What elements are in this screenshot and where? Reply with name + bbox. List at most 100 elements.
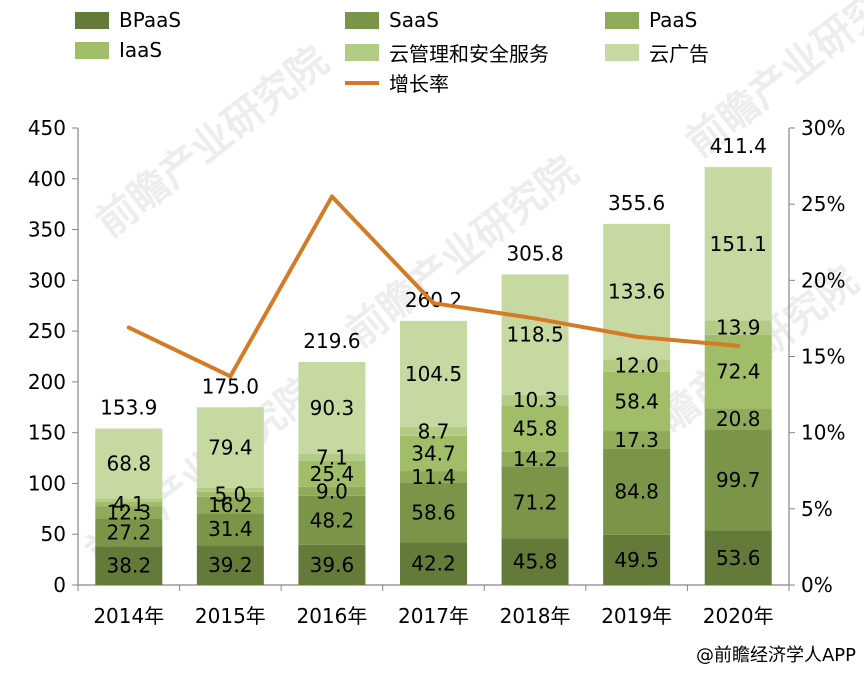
bar-data-label: 49.5 [614,548,659,572]
bar-data-label: 48.2 [310,508,355,532]
bar-segment [196,487,264,492]
bar-data-label: 39.2 [208,553,253,577]
bar-segment [196,407,264,488]
y2-tick-label: 30% [801,116,845,140]
bar-total-label: 260.2 [405,288,462,312]
bar-data-label: 151.1 [710,232,767,256]
bar-segment [501,405,569,452]
growth-rate-point [736,343,741,348]
y2-tick-label: 0% [801,573,833,597]
bar-data-label: 72.4 [716,359,761,383]
bar-segment [298,486,366,496]
legend-line [345,80,379,85]
legend-label: 增长率 [389,72,449,96]
bar-data-label: 68.8 [107,451,152,475]
y-tick-label: 350 [28,218,66,242]
legend-item-bpaas: BPaaS [75,8,181,32]
y2-tick-label: 5% [801,497,833,521]
bar-data-label: 31.4 [208,517,253,541]
legend-item-paas: PaaS [605,8,697,32]
bar-segment [95,546,163,585]
bar-segment [196,545,264,585]
bar-data-label: 90.3 [310,396,355,420]
bar-segment [501,466,569,539]
legend-item-iaas: IaaS [75,38,162,62]
bar-data-label: 7.1 [316,445,348,469]
legend-label: SaaS [389,8,439,32]
legend-item-saas: SaaS [345,8,439,32]
legend-item-cloud-advertising: 云广告 [605,38,709,67]
bar-segment [95,498,163,502]
bar-segment [196,496,264,514]
bar-segment [704,429,772,531]
bar-segment [501,451,569,467]
bar-segment [400,435,467,472]
bar-segment [501,394,569,406]
bar-data-label: 53.6 [716,546,761,570]
source-credit: @前瞻经济学人APP [695,645,856,666]
bar-data-label: 11.4 [411,465,456,489]
bar-segment [704,167,772,321]
y-tick-label: 0 [53,573,66,597]
y2-tick-label: 25% [801,192,845,216]
bar-data-label: 58.4 [614,389,659,413]
bar-data-label: 84.8 [614,480,659,504]
bar-data-label: 38.2 [107,554,152,578]
bar-data-label: 34.7 [411,441,456,465]
y2-tick-label: 10% [801,421,845,445]
legend-swatch [605,44,639,61]
legend-swatch [345,11,379,29]
bar-data-label: 58.6 [411,500,456,524]
x-tick-label: 2014年 [93,604,164,628]
bar-segment [400,320,467,427]
bar-data-label: 13.9 [716,316,761,340]
legend-label: 云管理和安全服务 [389,42,549,66]
y2-tick-label: 15% [801,345,845,369]
bar-segment [95,518,163,547]
growth-rate-point [431,301,436,306]
bar-data-label: 12.0 [614,354,659,378]
bar-segment [704,320,772,335]
bar-segment [603,448,671,535]
bar-total-label: 355.6 [608,191,665,215]
legend-label: BPaaS [119,8,182,32]
bar-segment [400,482,467,543]
bar-segment [704,408,772,430]
bar-segment [501,538,569,585]
x-tick-label: 2015年 [195,604,266,628]
bar-data-label: 10.3 [513,388,558,412]
bar-data-label: 45.8 [513,550,558,574]
growth-rate-point [634,334,639,339]
bar-data-label: 20.8 [716,407,761,431]
bar-data-label: 27.2 [107,520,152,544]
bar-segment [603,359,671,372]
bar-data-label: 42.2 [411,552,456,576]
legend-swatch [75,11,109,29]
bar-data-label: 17.3 [614,428,659,452]
legend-item-growth-rate: 增长率 [345,68,449,97]
x-tick-label: 2017年 [398,604,469,628]
bar-total-label: 411.4 [710,134,767,158]
bar-segment [298,361,366,454]
y-tick-label: 150 [28,421,66,445]
bar-data-label: 45.8 [513,417,558,441]
y-tick-label: 100 [28,471,66,495]
bar-segment [501,274,569,395]
bar-data-label: 4.1 [113,492,145,516]
bar-segment [603,431,671,449]
y-tick-label: 200 [28,370,66,394]
bar-segment [603,534,671,585]
bar-segment [95,501,163,507]
bar-data-label: 104.5 [405,362,462,386]
legend-item-cloud-management-security: 云管理和安全服务 [345,38,549,67]
x-tick-label: 2016年 [296,604,367,628]
legend-label: PaaS [649,8,698,32]
legend-label: IaaS [119,38,163,62]
bar-data-label: 25.4 [310,462,355,486]
bar-segment [400,542,467,585]
bar-data-label: 16.2 [208,493,253,517]
bar-segment [196,513,264,546]
x-tick-label: 2020年 [703,604,774,628]
growth-rate-point [329,194,334,199]
